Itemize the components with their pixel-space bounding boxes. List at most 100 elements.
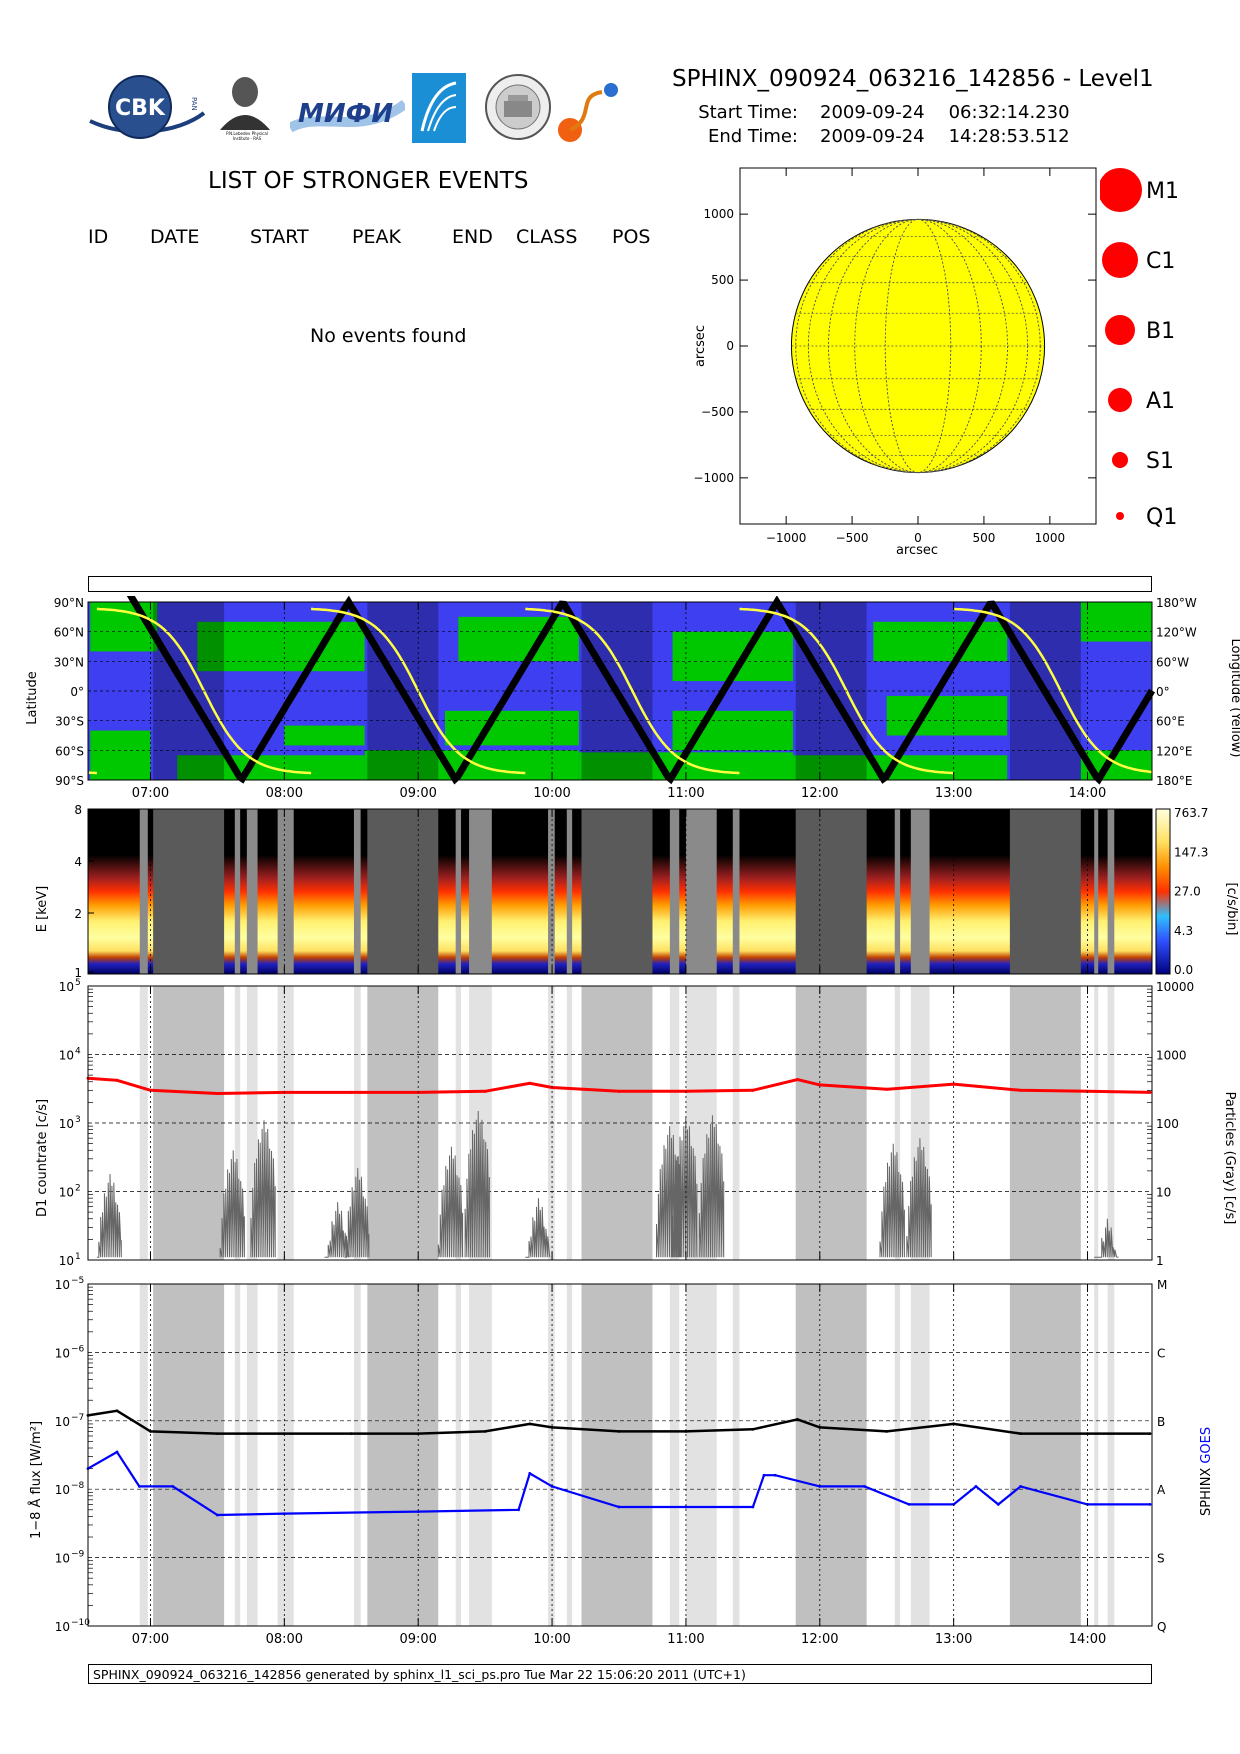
data-gap-dark: [153, 1284, 225, 1626]
countrate-point: [215, 1091, 219, 1095]
events-title: LIST OF STRONGER EVENTS: [208, 168, 529, 194]
flux-point: [171, 1484, 175, 1488]
flux-tick-exp: −9: [71, 1550, 85, 1560]
flux-point: [1019, 1484, 1022, 1488]
size-legend: M1 C1 B1 A1 S1 Q1: [1100, 168, 1179, 530]
sun-x-tick-label: 500: [972, 531, 995, 545]
data-gap-light: [910, 1284, 930, 1626]
flux-point: [751, 1427, 755, 1431]
institute-logo: [412, 73, 466, 143]
flux-point: [885, 1429, 889, 1433]
size-legend-label: C1: [1146, 249, 1175, 274]
flux-point: [528, 1472, 532, 1475]
countrate-tick-label: 10: [59, 1117, 74, 1131]
goes-class-label: B: [1157, 1415, 1165, 1429]
particle-spike: [672, 1117, 698, 1258]
footer-note: SPHINX_090924_063216_142856 generated by…: [88, 1664, 1152, 1684]
countrate-tick-exp: 2: [75, 1184, 81, 1194]
data-gap-light: [669, 986, 680, 1260]
flux-tick-exp: −5: [71, 1276, 84, 1286]
orbit-left-tick-label: 60°S: [55, 744, 84, 758]
lebedev-logo: P.N.Lebedev Physical Institute · RAS: [212, 74, 282, 144]
sun-longitude-line: [795, 219, 1041, 473]
flux-point: [684, 1429, 688, 1433]
data-gap-dark: [581, 1284, 653, 1626]
cbk-logo: CBK PAN: [88, 73, 206, 147]
orbit-left-tick-label: 30°N: [54, 655, 84, 669]
size-legend-label: M1: [1146, 179, 1179, 204]
time-tick-label: 07:00: [132, 786, 169, 801]
no-events-message: No events found: [310, 325, 467, 347]
spectrogram-tick-label: 2: [74, 907, 82, 921]
orbit-panel: 90°N 180°W 60°N 120°W 30°N 60°W 0° 0° 30°S 60°E 60…: [54, 596, 1197, 801]
orbit-right-tick-label: 60°E: [1156, 715, 1185, 729]
time-tick-label: 12:00: [801, 1632, 838, 1647]
page-title: SPHINX_090924_063216_142856 - Level1: [672, 66, 1154, 92]
flux-point: [952, 1422, 956, 1426]
spectrogram-frame: [87, 808, 1153, 975]
data-gap-dark: [367, 1284, 439, 1626]
countrate-point: [1148, 1090, 1152, 1094]
particles-tick-label: 10000: [1156, 980, 1194, 994]
spectrogram-ylabel: E [keV]: [35, 886, 50, 932]
particle-spike: [1094, 1218, 1119, 1258]
flux-tick-exp: −8: [71, 1481, 85, 1491]
sun-longitude-line: [807, 219, 1029, 473]
data-gap-light: [732, 1284, 740, 1626]
countrate-frame: [87, 985, 1153, 1261]
size-legend-dot: [1102, 242, 1138, 278]
data-gap-light: [246, 1284, 258, 1626]
goes-class-label: C: [1157, 1346, 1165, 1360]
col-class: CLASS: [516, 226, 578, 248]
data-gap-light: [910, 809, 930, 974]
flux-point: [282, 1512, 286, 1515]
goes-class-label: Q: [1157, 1620, 1166, 1634]
particle-spike: [96, 1173, 122, 1258]
data-gap-light: [685, 1284, 717, 1626]
flux-point: [349, 1432, 353, 1435]
flux-point: [1148, 1432, 1152, 1435]
data-gap-light: [234, 1284, 241, 1626]
colorbar-label: [c/s/bin]: [1224, 883, 1239, 936]
data-gap-light: [234, 809, 241, 974]
time-tick-label: 10:00: [533, 1632, 570, 1647]
colorbar-tick-label: 27.0: [1174, 885, 1201, 899]
particles-tick-label: 10: [1156, 1186, 1171, 1200]
start-time-value: 06:32:14.230: [948, 102, 1070, 123]
particle-spike: [879, 1143, 905, 1258]
col-end: END: [452, 226, 493, 248]
end-date: 2009-09-24: [820, 126, 925, 147]
countrate-tick-label: 10: [59, 1186, 74, 1200]
data-gap-light: [455, 809, 462, 974]
data-gap-light: [469, 809, 492, 974]
countrate-point: [1019, 1088, 1023, 1092]
events-timeline-bar: [88, 576, 1152, 592]
flux-tick-exp: −6: [71, 1344, 85, 1354]
countrate-point: [952, 1082, 956, 1086]
data-gap-light: [1107, 809, 1115, 974]
flux-point: [550, 1426, 554, 1429]
particle-spike: [906, 1138, 932, 1258]
spectroscopia-seal-logo: [484, 73, 552, 141]
flux-point: [1019, 1432, 1022, 1435]
time-tick-label: 08:00: [266, 786, 303, 801]
colorbar-tick-label: 4.3: [1174, 924, 1193, 938]
cbk-logo-sub: PAN: [190, 97, 198, 111]
orbit-green-region: [458, 616, 579, 662]
orbit-green-region: [886, 695, 1008, 736]
data-gap-light: [139, 986, 148, 1260]
end-time-row: End Time: 2009-09-24 14:28:53.512: [686, 126, 1070, 147]
countrate-point: [483, 1089, 487, 1093]
time-tick-label: 14:00: [1069, 1632, 1106, 1647]
flux-tick-exp: −7: [71, 1413, 84, 1423]
orbit-green-region: [284, 725, 365, 746]
data-gap-light: [469, 1284, 492, 1626]
particle-spike: [437, 1146, 464, 1258]
countrate-point: [818, 1083, 822, 1087]
flux-point: [684, 1505, 688, 1509]
goes-class-label: A: [1157, 1483, 1166, 1497]
sun-y-tick-label: 500: [711, 273, 734, 287]
goes-legend: GOES: [1199, 1427, 1214, 1464]
orbit-left-tick-label: 60°N: [54, 626, 84, 640]
particle-spike: [525, 1198, 551, 1258]
